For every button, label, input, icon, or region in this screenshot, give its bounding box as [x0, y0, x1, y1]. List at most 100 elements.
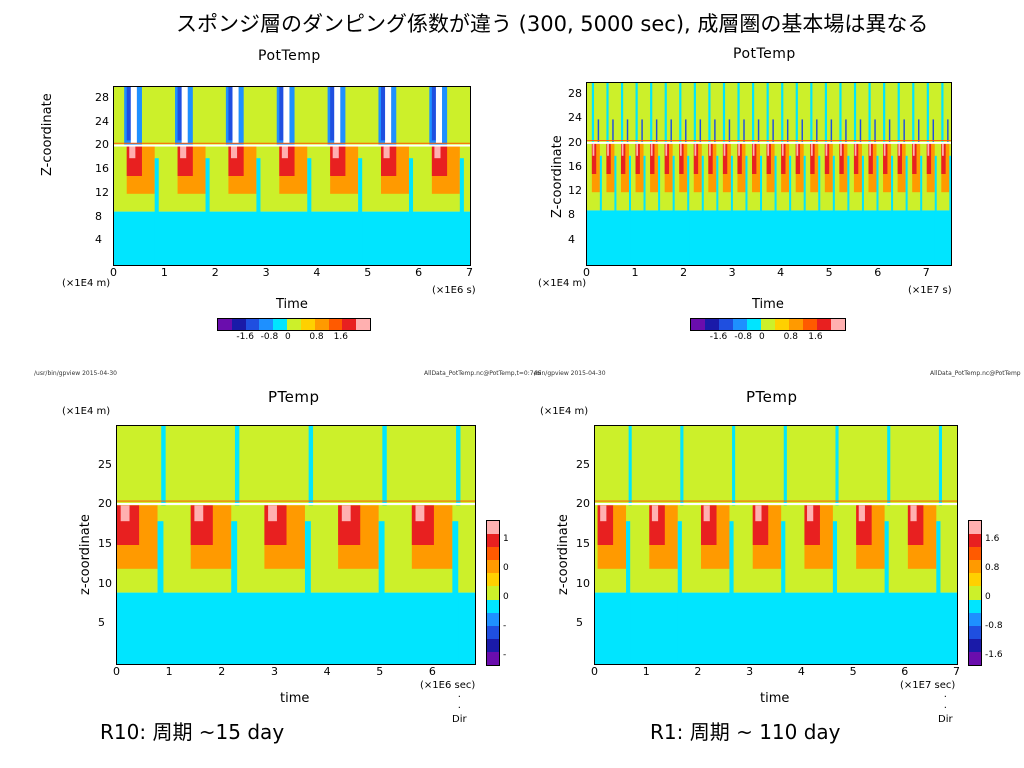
cold-tongue [599, 155, 602, 265]
cold-tongue [949, 155, 951, 265]
x-tick-label: 4 [777, 266, 785, 279]
y-axis-label: z-coordinate [556, 514, 571, 595]
strat-cyan [781, 83, 784, 144]
cold-tongue [803, 155, 806, 265]
cold-tongue [774, 155, 777, 265]
colorbar-swatch [691, 319, 705, 330]
peak-core [679, 143, 682, 156]
colorbar-swatch [831, 319, 845, 330]
cold-tongue [760, 155, 763, 265]
colorbar-swatch [747, 319, 761, 330]
strat-cyan [941, 83, 944, 144]
hot-core [868, 143, 873, 174]
peak-core [636, 143, 639, 156]
strat-cyan [938, 426, 943, 506]
lower-field [595, 592, 957, 664]
peak-core [703, 505, 710, 522]
hot-core [737, 143, 742, 174]
peak-core [415, 505, 425, 522]
strat-cyan [628, 426, 632, 506]
x-tick-label: 5 [825, 266, 833, 279]
x-unit: (×1E7 s) [908, 285, 952, 296]
colorbar-swatch [487, 534, 499, 548]
strat-white [130, 87, 137, 144]
hot-core [926, 143, 932, 174]
x-tick-label: 1 [631, 266, 639, 279]
strat-blue [845, 119, 847, 144]
strat-blue [874, 119, 876, 144]
cold-tongue [936, 521, 941, 664]
meta-file-left: AllData_PotTemp.nc@PotTemp,t=0:7e6 [424, 370, 542, 377]
strat-cyan [835, 426, 839, 506]
chart-title: PotTemp [258, 48, 321, 64]
strat-cyan [679, 83, 682, 144]
colorbar-label: 1 [503, 534, 509, 545]
colorbar-swatch [487, 573, 499, 587]
meta-file-right: AllData_PotTemp.nc@PotTemp [930, 370, 1021, 377]
cold-tongue [626, 521, 631, 664]
y-tick-label: 10 [98, 576, 112, 590]
x-tick-label: 1 [160, 266, 168, 279]
x-unit: (×1E7 sec) [900, 680, 956, 691]
strat-blue [830, 119, 833, 144]
colorbar-label: 1.6 [985, 534, 1000, 545]
y-tick-label: 8 [568, 208, 575, 222]
peak-core [650, 143, 653, 156]
y-tick-label: 4 [568, 232, 575, 246]
peak-core [180, 146, 187, 159]
colorbar-label: - [503, 649, 507, 660]
peak-core [898, 143, 901, 156]
colorbar-label: - [503, 620, 507, 631]
strat-white [334, 87, 341, 144]
cold-tongue [628, 155, 631, 265]
colorbar-label: 0.8 [309, 332, 324, 342]
x-axis-label: time [760, 691, 790, 706]
lower-field [114, 211, 470, 265]
y-tick-label: 20 [95, 138, 109, 152]
colorbar-swatch [969, 599, 981, 613]
colorbar-label: 0.8 [783, 332, 798, 342]
x-tick-label: 5 [849, 665, 857, 678]
colorbar-swatch [969, 625, 981, 639]
strat-cyan [680, 426, 684, 506]
cold-tongue [408, 158, 414, 265]
colorbar-label: 0 [759, 332, 765, 342]
colorbar-label: 1.6 [808, 332, 823, 342]
colorbar-label: -1.6 [985, 649, 1003, 660]
x-tick-label: 0 [591, 665, 598, 678]
strat-cyan [783, 426, 787, 506]
strat-blue [932, 119, 935, 144]
hot-core [781, 143, 786, 174]
chart-title: PTemp [268, 388, 320, 406]
peak-core [910, 505, 917, 522]
peak-core [621, 143, 624, 156]
colorbar-swatch [969, 560, 981, 574]
cold-tongue [687, 155, 690, 265]
cold-tongue [832, 155, 835, 265]
dir-label: · · Dir [452, 692, 467, 725]
heatmap-svg [595, 426, 957, 664]
strat-blue [699, 119, 702, 144]
peak-core [807, 505, 814, 522]
colorbar-swatch [231, 319, 246, 330]
heatmap-svg [587, 83, 951, 265]
y-axis-label: Z-coordinate [550, 135, 565, 218]
tropopause-warm [114, 142, 470, 144]
peak-core [230, 146, 238, 159]
colorbar-swatch [969, 612, 981, 626]
colorbar-swatch [969, 521, 981, 535]
peak-core [854, 143, 857, 156]
x-unit: (×1E6 s) [432, 285, 476, 296]
x-tick-label: 6 [428, 665, 436, 678]
peak-core [607, 143, 609, 156]
colorbar-swatch [719, 319, 733, 330]
strat-blue [641, 119, 643, 144]
peak-core [858, 505, 865, 522]
colorbar-swatch [969, 651, 981, 666]
strat-cyan [693, 83, 696, 144]
x-tick-label: 5 [364, 266, 372, 279]
y-tick-label: 16 [95, 162, 109, 176]
hot-core [606, 143, 611, 174]
colorbar-swatch [273, 319, 288, 330]
x-tick-label: 3 [728, 266, 736, 279]
